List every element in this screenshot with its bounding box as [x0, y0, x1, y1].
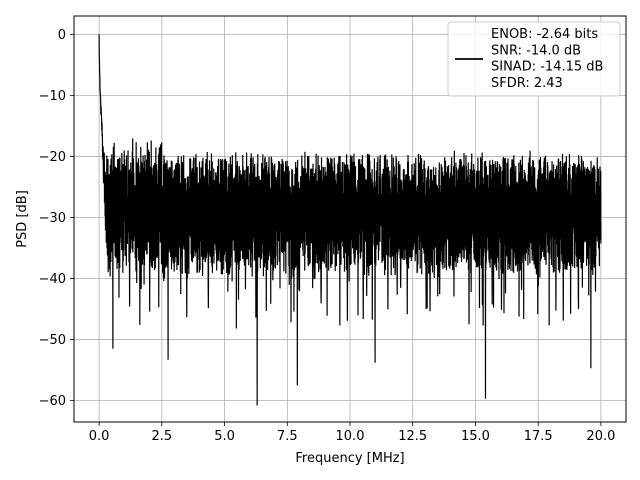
series-layer: [98, 34, 602, 406]
legend: ENOB: -2.64 bits SNR: -14.0 dB SINAD: -1…: [447, 21, 621, 97]
legend-box: [447, 21, 621, 97]
y-tick-label: 0: [58, 28, 66, 43]
y-tick-label: −30: [39, 211, 66, 226]
psd-series-line: [98, 34, 602, 406]
x-tick-label: 2.5: [151, 429, 172, 444]
x-tick-label: 20.0: [586, 429, 615, 444]
y-tick-label: −60: [39, 394, 66, 409]
x-tick-label: 5.0: [214, 429, 235, 444]
x-tick-label: 7.5: [277, 429, 298, 444]
x-axis-label: Frequency [MHz]: [295, 451, 404, 466]
y-tick-label: −40: [39, 272, 66, 287]
x-tick-label: 0.0: [89, 429, 110, 444]
legend-entry-snr: SNR: -14.0 dB: [491, 43, 581, 58]
legend-entry-sfdr: SFDR: 2.43: [491, 76, 563, 91]
x-tick-label: 12.5: [398, 429, 427, 444]
y-axis-label: PSD [dB]: [15, 190, 30, 248]
y-tick-label: −10: [39, 89, 66, 104]
legend-entry-enob: ENOB: -2.64 bits: [491, 27, 598, 42]
y-tick-label: −20: [39, 150, 66, 165]
x-tick-label: 15.0: [461, 429, 490, 444]
legend-entry-sinad: SINAD: -14.15 dB: [491, 60, 603, 75]
x-tick-label: 17.5: [524, 429, 553, 444]
y-tick-label: −50: [39, 333, 66, 348]
y-axis: 0 −10 −20 −30 −40 −50 −60: [39, 28, 74, 409]
x-tick-label: 10.0: [336, 429, 365, 444]
x-axis: 0.0 2.5 5.0 7.5 10.0 12.5 15.0 17.5 20.0: [89, 422, 615, 444]
